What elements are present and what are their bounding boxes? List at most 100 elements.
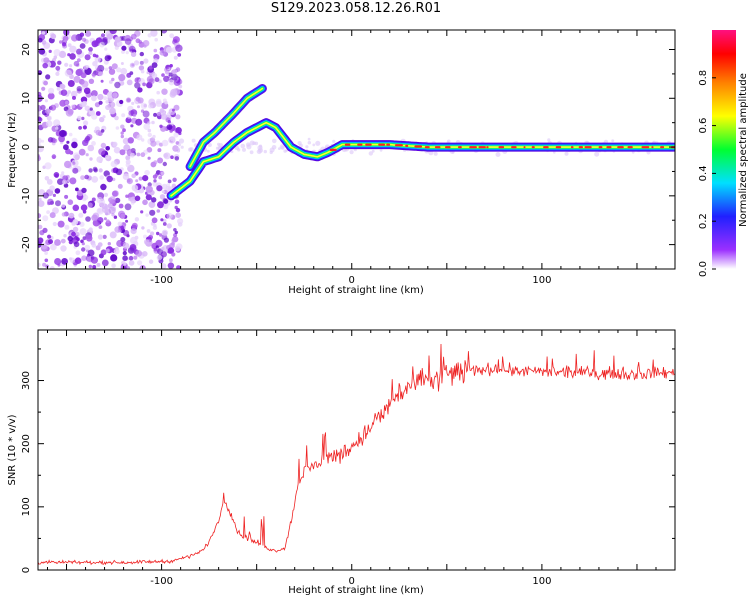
spectrogram-cell (148, 259, 154, 264)
spectrogram-cell (55, 71, 60, 76)
spectrogram-cell (111, 77, 115, 82)
colorbar-tick-label: 0.4 (698, 165, 709, 181)
spectrogram-cell (161, 73, 165, 77)
spectrogram-frame (37, 29, 676, 270)
spectrogram-cell (107, 197, 113, 203)
spectrogram-cell (43, 42, 51, 49)
spectrogram-cell (110, 160, 118, 168)
spectrogram-cell (166, 223, 172, 229)
spectrogram-cell (126, 266, 130, 269)
spectrogram-cell (50, 33, 57, 40)
spectrogram-cell (163, 204, 169, 210)
spectrogram-cell (38, 155, 41, 160)
spectrogram-cell (112, 92, 118, 99)
spectrogram-cell (66, 140, 70, 144)
spectrogram-cell (126, 178, 133, 185)
spectrogram-cell (59, 83, 65, 89)
spectrogram-cell (39, 230, 45, 236)
spectrogram-cell (72, 204, 80, 212)
spectrogram-cell (371, 149, 375, 153)
spectrogram-cell (254, 141, 259, 146)
spectrogram-cell (151, 217, 158, 224)
spectrogram-cell (129, 62, 135, 68)
spectrogram-cell (151, 62, 158, 68)
spectrogram-cell (67, 235, 73, 242)
spectrogram-cell (50, 243, 57, 251)
spectrogram-cell (143, 44, 147, 48)
spectrogram-cell (99, 116, 105, 123)
spectrogram-peak (660, 146, 665, 149)
spectrogram-cell (64, 62, 69, 67)
spectrogram-cell (159, 108, 165, 113)
spectrogram-cell (105, 154, 110, 160)
spectrogram-cell (128, 110, 135, 117)
spectrogram-cell (53, 49, 61, 56)
spectrogram-cell (48, 239, 53, 245)
spectrogram-cell (103, 192, 109, 197)
spectrogram-cell (99, 175, 104, 180)
spectrogram-cell (128, 45, 136, 53)
spectrogram-cell (38, 105, 42, 112)
spectrogram-cell (125, 159, 131, 165)
spectrogram-cell (46, 179, 53, 185)
spectrogram-cell (100, 79, 104, 83)
spectrogram-cell (127, 114, 132, 119)
spectrogram-cell (38, 224, 43, 230)
spectrogram-cell (126, 72, 132, 78)
bottom-x-tick-label: 100 (532, 576, 551, 587)
spectrogram-cell (111, 190, 118, 197)
spectrogram-cell (171, 108, 175, 112)
spectrogram-cell (134, 235, 139, 240)
spectrogram-cell (93, 168, 98, 173)
spectrogram-cell (215, 146, 220, 150)
spectrogram-cell (38, 37, 43, 43)
spectrogram-cell (73, 60, 80, 67)
spectrogram-cell (42, 262, 47, 267)
spectrogram-cell (172, 145, 179, 152)
spectrogram-cell (116, 67, 122, 73)
spectrogram-cell (104, 47, 108, 51)
spectrogram-cell (143, 58, 149, 64)
spectrogram-cell (165, 46, 173, 54)
spectrogram-cell (134, 195, 141, 202)
spectrogram-cell (142, 82, 147, 87)
spectrogram-cell (98, 71, 104, 77)
spectrogram-cell (147, 128, 152, 133)
spectrogram-cell (113, 215, 118, 219)
spectrogram-cell (143, 234, 147, 239)
spectrogram-peak (523, 146, 526, 149)
spectrogram-cell (142, 110, 150, 118)
spectrogram-cell (173, 55, 178, 60)
spectrogram-cell (87, 249, 95, 257)
spectrogram-cell (40, 242, 48, 250)
spectrogram-cell (85, 216, 91, 222)
spectrogram-cell (108, 206, 116, 214)
spectrogram-cell (85, 235, 93, 242)
spectrogram-cell (283, 149, 287, 153)
spectrogram-cell (177, 147, 181, 151)
spectrogram-cell (133, 60, 140, 66)
spectrogram-peak (555, 146, 562, 149)
spectrogram-cell (61, 171, 65, 175)
spectrogram-cell (153, 48, 158, 53)
spectrogram-cell (64, 100, 69, 105)
spectrogram-cell (160, 218, 164, 222)
bottom-y-tick-label: 300 (21, 371, 32, 390)
spectrogram-cell (217, 142, 221, 146)
spectrogram-cell (169, 258, 173, 263)
spectrogram-cell (127, 137, 134, 144)
spectrogram-peak (445, 146, 451, 149)
spectrogram-cell (83, 64, 89, 70)
spectrogram-cell (122, 255, 128, 261)
spectrogram-cell (54, 258, 62, 265)
spectrogram-cell (57, 178, 64, 185)
spectrogram-cell (100, 183, 107, 191)
spectrogram-cell (121, 45, 127, 51)
spectrogram-cell (332, 139, 336, 143)
spectrogram-cell (88, 168, 93, 173)
spectrogram-peak (584, 146, 592, 149)
spectrogram-cell (104, 55, 111, 62)
spectrogram-peak (344, 143, 351, 146)
spectrogram-cell (146, 147, 153, 153)
spectrogram-cell (312, 143, 316, 147)
